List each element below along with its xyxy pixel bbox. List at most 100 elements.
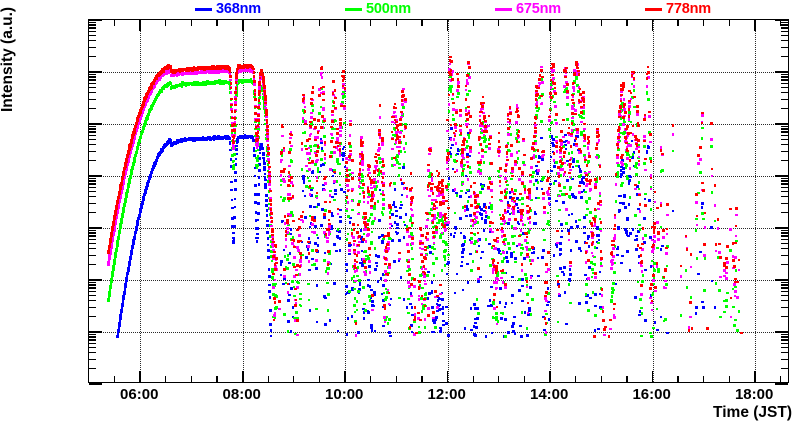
data-point bbox=[378, 219, 381, 223]
data-point bbox=[569, 301, 572, 305]
data-point bbox=[252, 149, 256, 152]
data-point bbox=[593, 329, 597, 332]
data-point bbox=[437, 308, 441, 311]
data-point bbox=[650, 308, 654, 312]
data-point bbox=[114, 255, 117, 258]
data-point bbox=[640, 306, 643, 310]
data-point bbox=[273, 311, 277, 315]
data-point bbox=[456, 152, 460, 156]
data-point bbox=[291, 315, 295, 319]
data-point bbox=[694, 229, 698, 232]
data-point bbox=[567, 141, 570, 144]
data-point bbox=[358, 281, 362, 285]
data-point bbox=[555, 135, 558, 139]
data-point bbox=[643, 162, 646, 165]
data-point bbox=[703, 254, 706, 257]
data-point bbox=[315, 233, 319, 237]
data-point bbox=[410, 294, 413, 298]
data-point bbox=[456, 95, 460, 99]
data-point bbox=[504, 335, 507, 338]
data-point bbox=[505, 255, 509, 259]
data-point bbox=[134, 228, 138, 232]
data-point bbox=[568, 196, 572, 199]
data-point bbox=[303, 105, 307, 109]
data-point bbox=[477, 244, 481, 248]
data-point bbox=[442, 323, 445, 327]
data-point bbox=[135, 225, 139, 228]
data-point bbox=[431, 252, 435, 256]
data-point bbox=[508, 218, 511, 221]
data-point bbox=[598, 192, 602, 195]
data-point bbox=[733, 283, 736, 286]
data-point bbox=[490, 210, 494, 214]
data-point bbox=[290, 144, 293, 148]
data-point bbox=[264, 186, 268, 189]
data-point bbox=[313, 231, 316, 234]
data-point bbox=[558, 194, 561, 198]
data-point bbox=[440, 269, 444, 273]
data-point bbox=[433, 320, 437, 324]
data-point bbox=[495, 312, 498, 315]
data-point bbox=[302, 101, 306, 105]
data-point bbox=[394, 115, 398, 118]
data-point bbox=[406, 311, 410, 315]
data-point bbox=[368, 216, 372, 220]
data-point bbox=[504, 302, 508, 306]
data-point bbox=[334, 189, 337, 192]
data-point bbox=[264, 183, 267, 186]
data-point bbox=[465, 262, 469, 266]
data-point bbox=[528, 221, 532, 225]
data-point bbox=[512, 212, 515, 216]
data-point bbox=[328, 319, 332, 322]
data-point bbox=[289, 148, 293, 151]
data-point bbox=[447, 221, 450, 225]
data-point bbox=[660, 169, 664, 172]
data-point bbox=[582, 116, 586, 120]
data-point bbox=[537, 169, 540, 172]
data-point bbox=[313, 205, 316, 209]
data-point bbox=[289, 214, 293, 217]
data-point bbox=[555, 150, 559, 153]
data-point bbox=[490, 304, 493, 308]
data-point bbox=[521, 223, 525, 226]
data-point bbox=[296, 333, 299, 337]
data-point bbox=[426, 238, 429, 242]
data-point bbox=[362, 317, 366, 320]
data-point bbox=[262, 153, 265, 156]
data-point bbox=[589, 296, 592, 300]
data-point bbox=[131, 242, 135, 245]
data-point bbox=[455, 191, 458, 195]
data-point bbox=[323, 161, 327, 165]
data-point bbox=[358, 192, 362, 196]
data-point bbox=[393, 182, 396, 185]
data-point bbox=[583, 127, 587, 131]
data-point bbox=[468, 214, 472, 217]
data-point bbox=[558, 189, 562, 193]
data-point bbox=[534, 196, 538, 200]
data-point bbox=[140, 206, 143, 209]
data-point bbox=[633, 105, 636, 109]
data-point bbox=[393, 221, 397, 224]
data-point bbox=[331, 195, 334, 199]
data-point bbox=[611, 262, 614, 266]
data-point bbox=[303, 131, 307, 135]
data-point bbox=[373, 247, 377, 250]
data-point bbox=[621, 254, 624, 258]
data-point bbox=[460, 264, 463, 268]
data-point bbox=[489, 229, 492, 233]
data-point bbox=[410, 306, 414, 309]
data-point bbox=[494, 281, 498, 284]
data-point bbox=[316, 249, 319, 253]
data-point bbox=[362, 232, 366, 236]
data-point bbox=[736, 295, 739, 299]
data-point bbox=[273, 278, 277, 282]
data-point bbox=[701, 114, 704, 118]
data-point bbox=[578, 218, 581, 222]
data-point bbox=[616, 161, 619, 165]
data-point bbox=[575, 164, 579, 168]
data-point bbox=[409, 302, 412, 306]
data-point bbox=[321, 163, 325, 166]
data-point bbox=[660, 244, 664, 248]
data-point bbox=[671, 132, 675, 136]
data-point bbox=[664, 317, 667, 321]
